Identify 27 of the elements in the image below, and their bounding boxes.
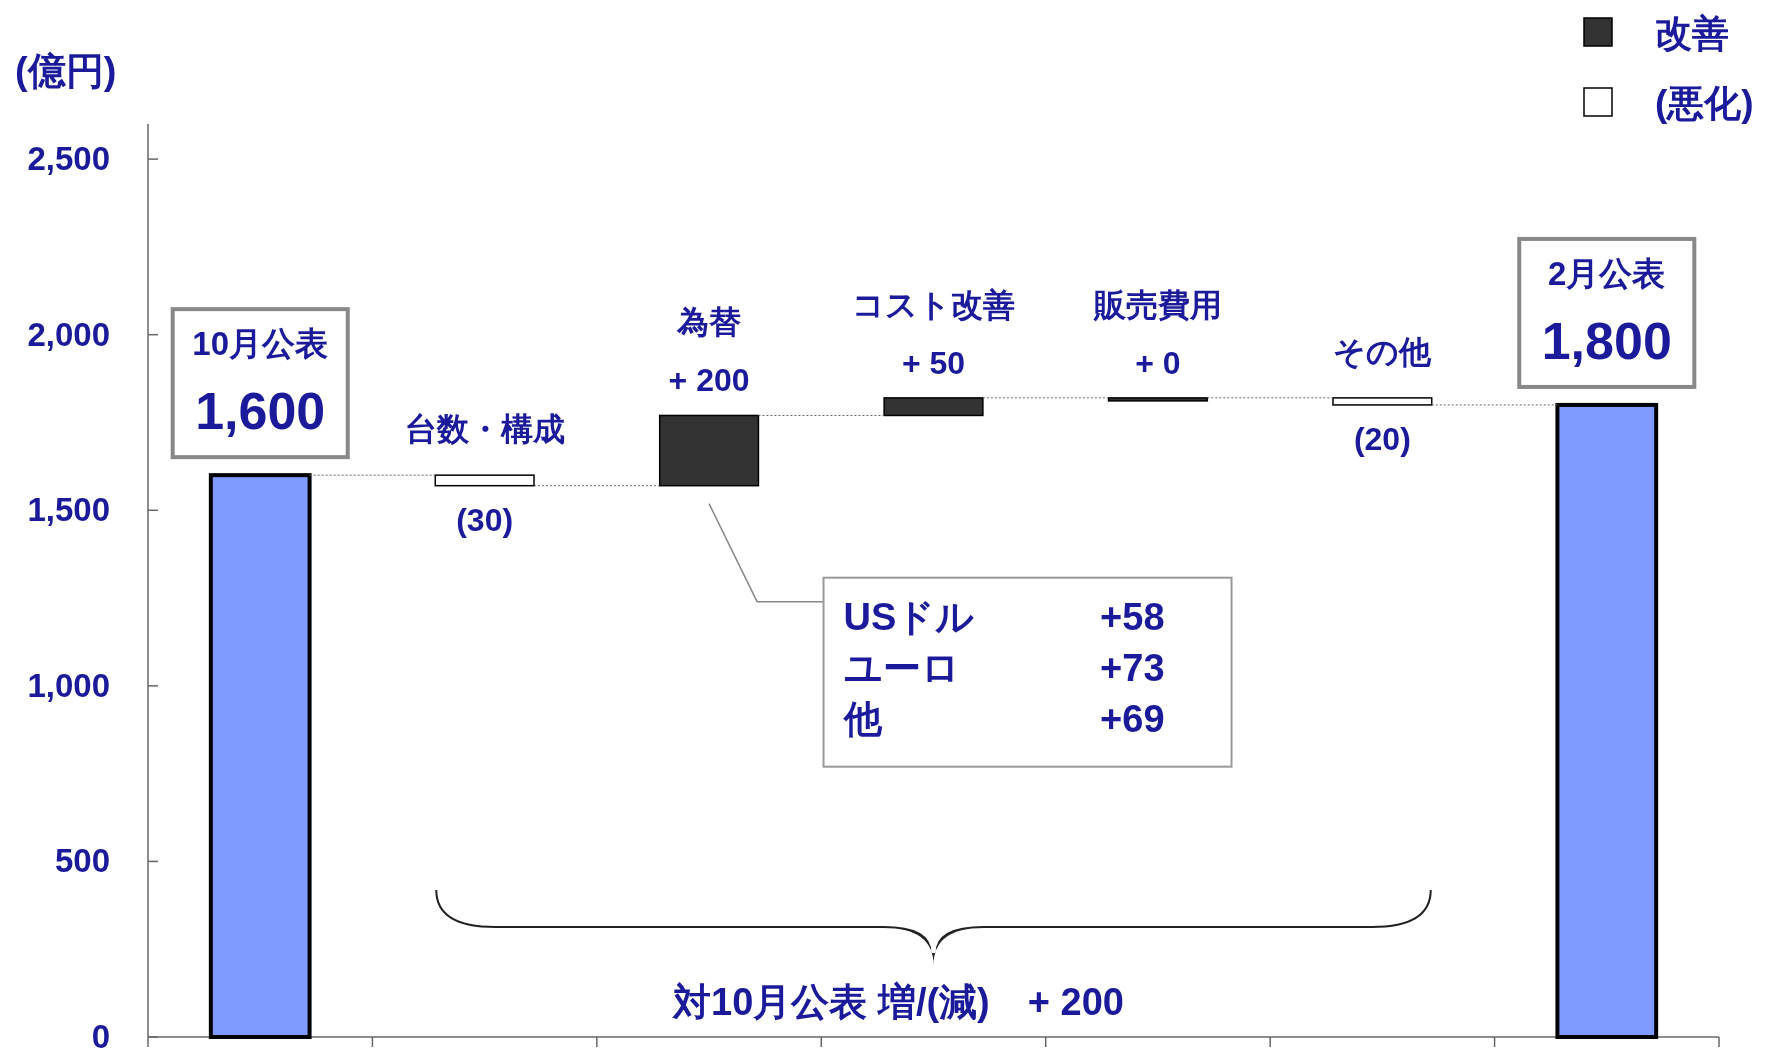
data-label: + 200 [668, 362, 750, 399]
data-label: 1,600 [195, 382, 326, 441]
legend-label: 改善 [1655, 13, 1729, 54]
x-tick-label: コスト改善 [852, 286, 1015, 323]
y-tick-label: 1,000 [27, 666, 110, 704]
data-label: (20) [1353, 420, 1411, 457]
x-tick-label: 2月公表 [1548, 254, 1666, 292]
annotation: ユーロ +73 [843, 646, 1165, 689]
data-label: + 0 [1135, 344, 1181, 381]
data-label: + 50 [901, 344, 966, 381]
y-tick-label: 0 [91, 1018, 110, 1051]
x-tick-label: 10月公表 [192, 325, 329, 363]
data-label: (30) [456, 501, 514, 538]
x-tick-label: 台数・構成 [404, 411, 565, 448]
y-tick-label: 2,500 [27, 140, 110, 178]
y-tick-label: 500 [54, 842, 110, 880]
x-tick-label: 販売費用 [1092, 286, 1222, 323]
data-label: 1,800 [1541, 311, 1672, 370]
legend-label: (悪化) [1655, 83, 1754, 124]
annotation: 他 +69 [841, 697, 1165, 740]
y-tick-label: 1,500 [27, 491, 110, 529]
x-tick-label: その他 [1333, 333, 1433, 370]
y-axis-title: (億円) [15, 50, 117, 92]
x-tick-label: 為替 [676, 304, 742, 341]
annotation: USドル +58 [843, 595, 1165, 638]
y-tick-label: 2,000 [27, 315, 110, 353]
annotation: 対10月公表 増/(減) + 200 [672, 981, 1124, 1023]
